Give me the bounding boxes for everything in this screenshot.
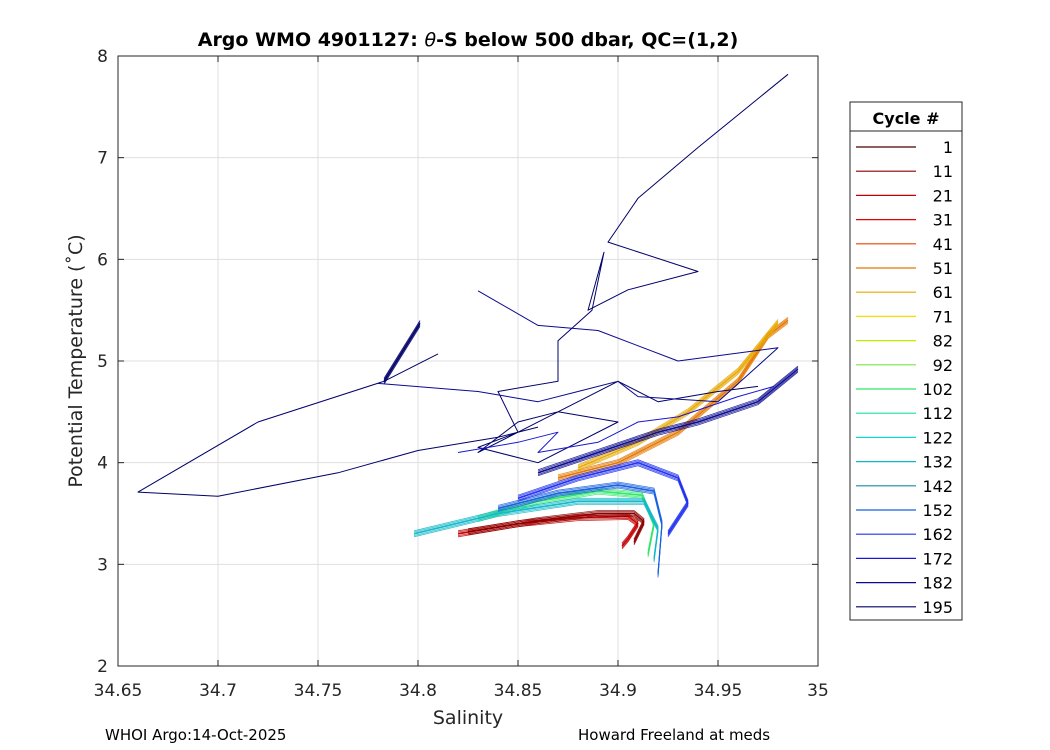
series-line-bundle	[537, 365, 799, 471]
x-tick-label: 34.95	[694, 681, 743, 701]
series-line-bundle	[383, 323, 421, 383]
series-line-bundle	[383, 320, 421, 379]
series-line-bundle	[517, 460, 689, 533]
legend-entry-label: 172	[922, 549, 953, 568]
chart-title-prefix: Argo WMO 4901127:	[198, 29, 425, 51]
legend-entry-label: 92	[933, 356, 953, 375]
legend-entry-label: 51	[933, 259, 953, 278]
legend: Cycle # 11121314151617182921021121221321…	[849, 101, 963, 621]
series-line-bundle	[537, 366, 799, 472]
series-line-bundle	[383, 321, 421, 380]
series-line-bundle	[467, 513, 645, 543]
x-tick-label: 34.8	[399, 681, 437, 701]
series-line-bundle	[517, 462, 689, 535]
x-tick-label: 34.75	[294, 681, 343, 701]
series-line-bundle	[517, 461, 689, 534]
legend-entry-label: 162	[922, 525, 953, 544]
series-line-bundle	[517, 459, 689, 532]
chart-title: Argo WMO 4901127: θ-S below 500 dbar, QC…	[198, 29, 739, 51]
legend-entry-label: 31	[933, 211, 953, 230]
legend-entry-label: 82	[933, 332, 953, 351]
chart-title-theta: θ	[424, 29, 436, 51]
legend-entry-label: 122	[922, 428, 953, 447]
y-tick-label: 6	[97, 250, 108, 270]
series-line-bundle	[413, 503, 659, 563]
series-line	[457, 385, 775, 453]
y-tick-label: 5	[97, 352, 108, 372]
legend-entry-label: 1	[943, 138, 953, 157]
series-line-bundle	[467, 514, 645, 544]
series-line-bundle	[467, 516, 645, 546]
x-tick-label: 34.85	[494, 681, 543, 701]
series-line-bundle	[577, 322, 779, 469]
chart-title-suffix: -S below 500 dbar, QC=(1,2)	[436, 29, 738, 51]
footer-right: Howard Freeland at meds	[578, 726, 771, 744]
series-line-bundle	[537, 369, 799, 474]
legend-entries: 1112131415161718292102112122132142152162…	[856, 138, 953, 617]
legend-entry-label: 21	[933, 186, 953, 205]
legend-entry-label: 142	[922, 477, 953, 496]
series-line-bundle	[497, 487, 663, 578]
series-line-bundle	[577, 321, 779, 468]
series-line-bundle	[537, 371, 799, 477]
series-line-bundle	[537, 368, 799, 473]
y-tick-label: 2	[97, 657, 108, 677]
series-line-bundle	[383, 324, 421, 384]
series-line-bundle	[517, 464, 689, 536]
x-tick-label: 35	[807, 681, 829, 701]
legend-entry-label: 112	[922, 404, 953, 423]
legend-entry-label: 132	[922, 453, 953, 472]
series-line	[537, 368, 799, 474]
legend-entry-label: 61	[933, 283, 953, 302]
axis-ticks: 34.65 34.7 34.75 34.8 34.85 34.9 34.95 35 2 3 4 5 6 7…	[94, 47, 829, 701]
series-line	[137, 353, 539, 497]
series-line-bundle	[467, 512, 645, 542]
footer-left: WHOI Argo:14-Oct-2025	[105, 726, 287, 744]
legend-entry-label: 41	[933, 235, 953, 254]
legend-entry-label: 152	[922, 501, 953, 520]
x-axis-label: Salinity	[433, 707, 503, 729]
series-line-bundle	[383, 326, 421, 385]
legend-entry-label: 11	[933, 162, 953, 181]
y-axis-label: Potential Temperature (˚C)	[65, 234, 87, 487]
y-tick-label: 4	[97, 454, 108, 474]
series-line-bundle	[537, 370, 799, 475]
legend-entry-label: 182	[922, 574, 953, 593]
legend-title: Cycle #	[873, 109, 940, 128]
legend-entry-label: 71	[933, 307, 953, 326]
y-tick-label: 3	[97, 555, 108, 575]
legend-entry-label: 195	[922, 598, 953, 617]
legend-entry-label: 102	[922, 380, 953, 399]
x-tick-label: 34.7	[199, 681, 237, 701]
series-line-bundle	[383, 322, 421, 381]
series-line	[377, 290, 779, 403]
y-tick-label: 8	[97, 47, 108, 67]
series-group	[137, 73, 799, 578]
y-tick-label: 7	[97, 149, 108, 169]
series-line-bundle	[517, 465, 689, 538]
series-line-bundle	[577, 325, 779, 472]
x-tick-label: 34.9	[599, 681, 637, 701]
x-tick-label: 34.65	[94, 681, 143, 701]
